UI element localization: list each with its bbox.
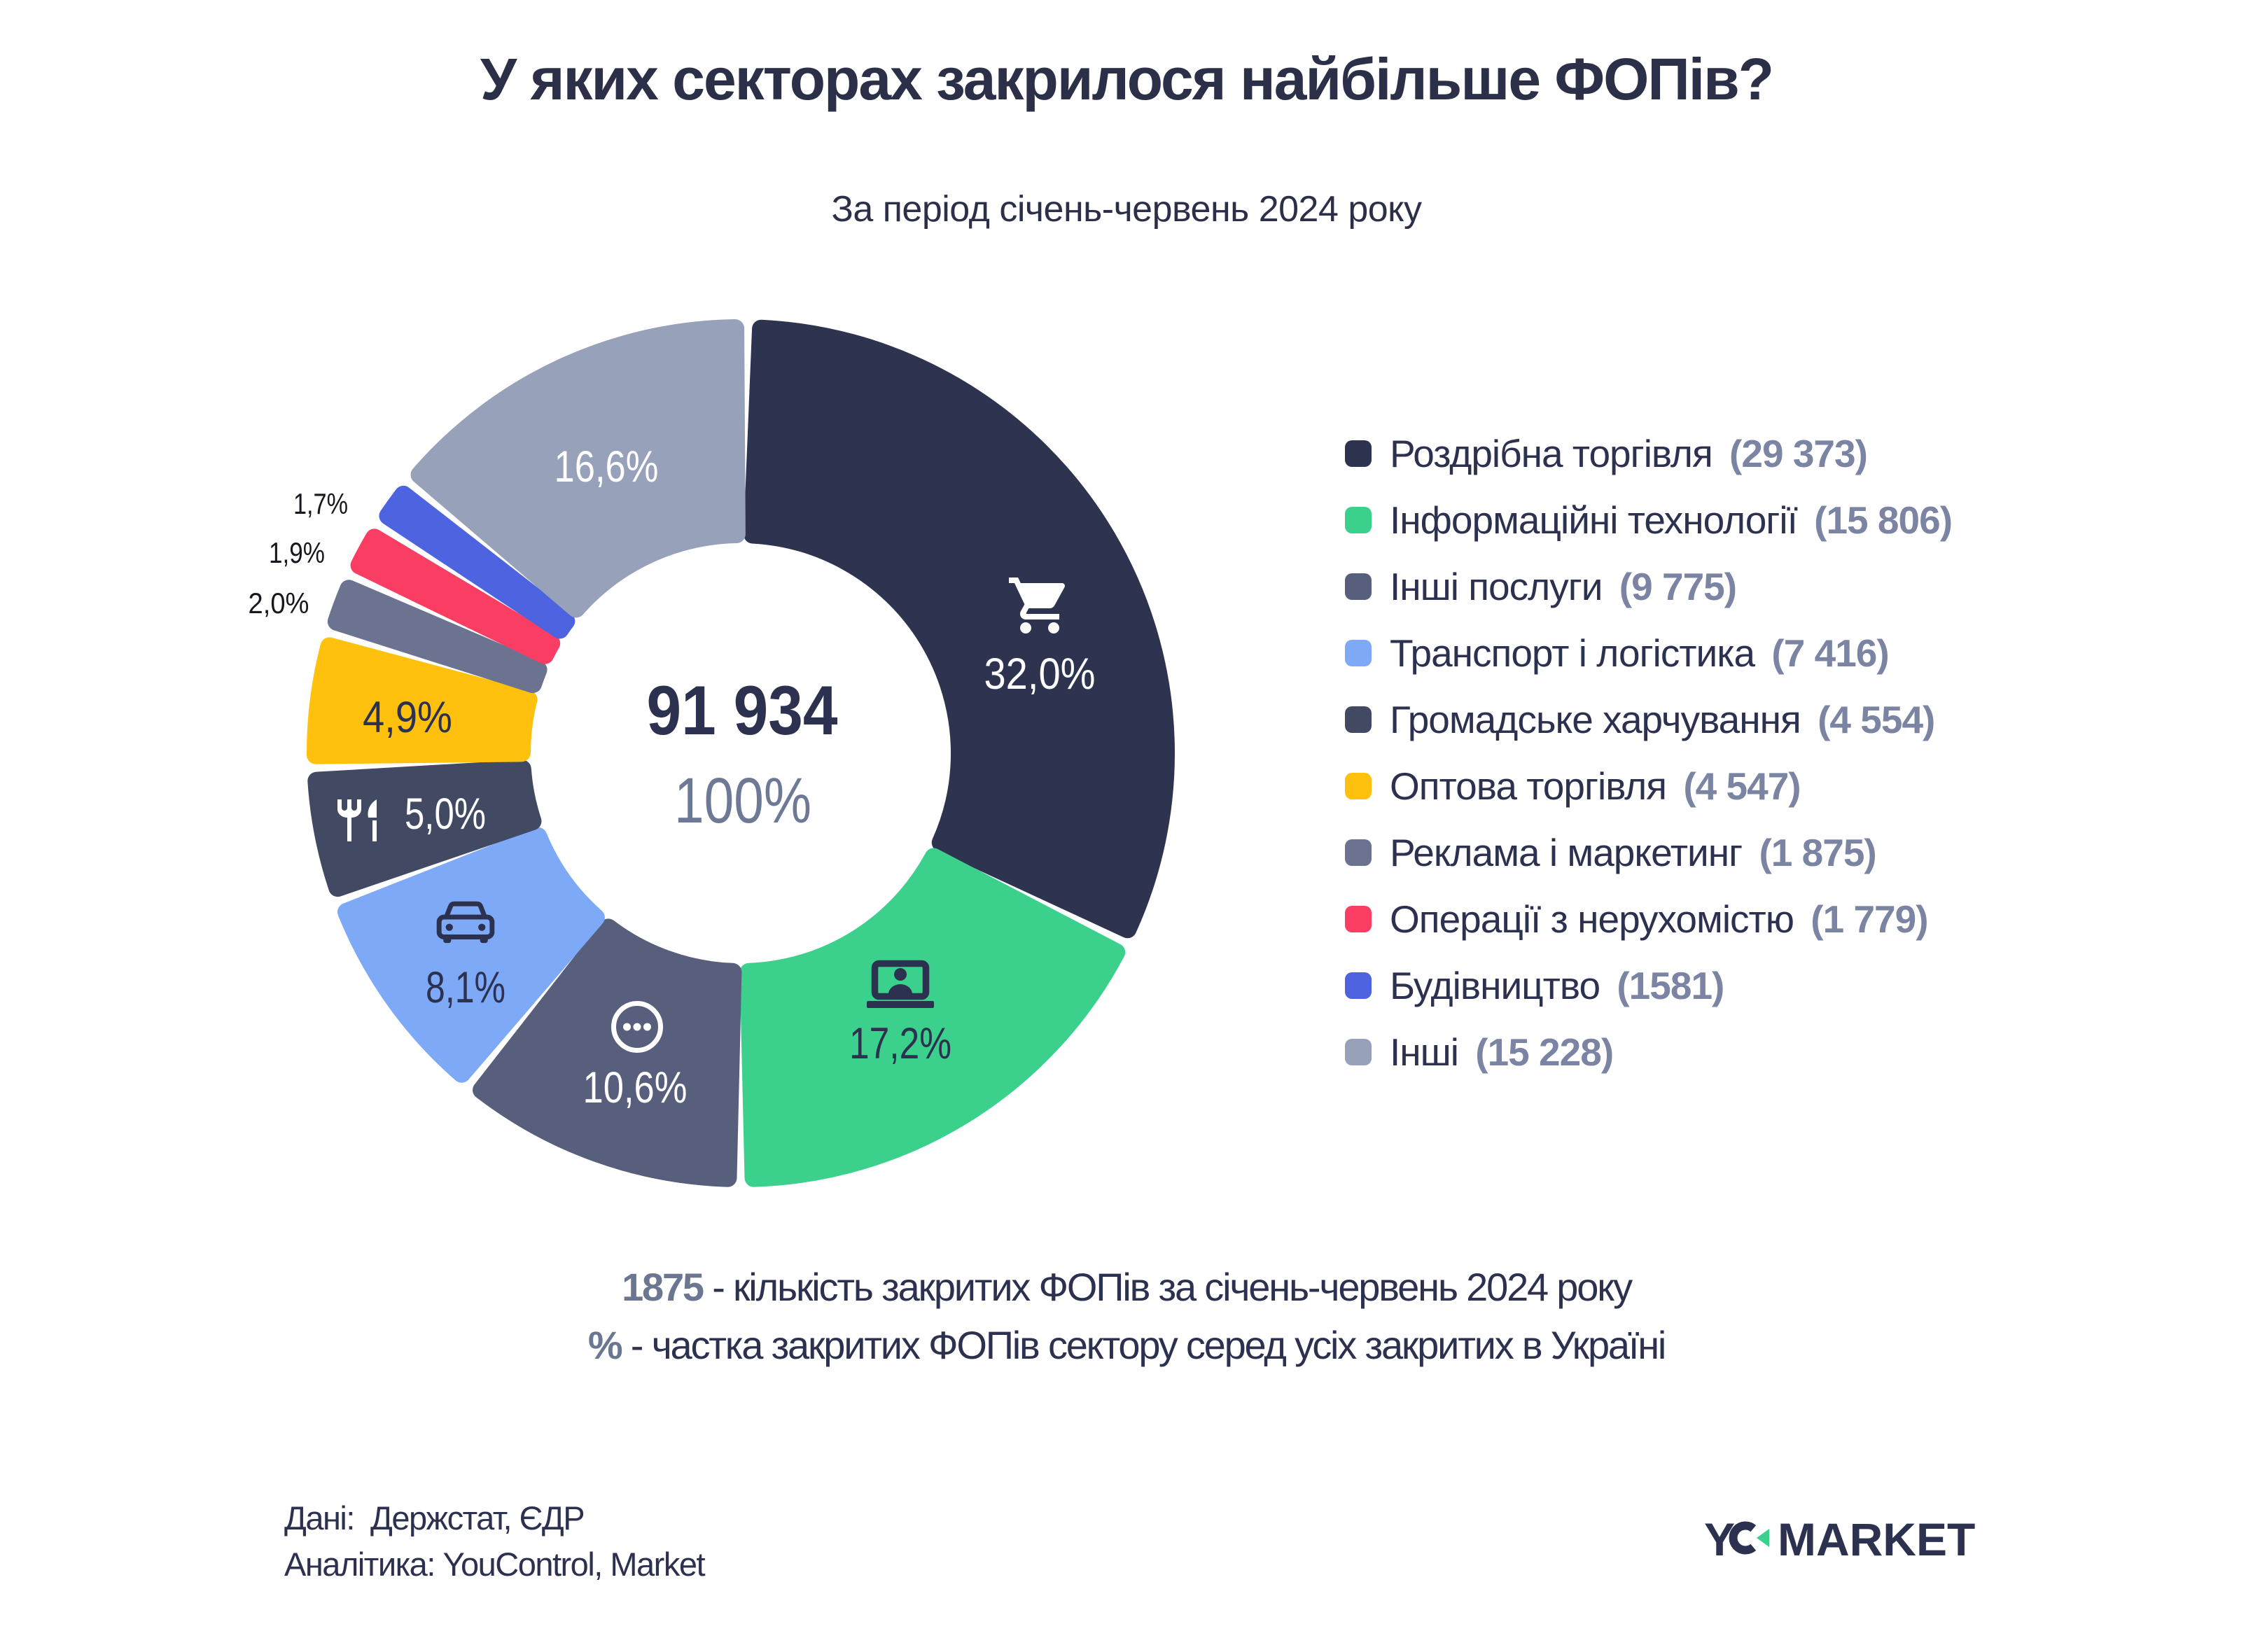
svg-text:10,6%: 10,6%: [583, 1063, 688, 1112]
svg-text:8,1%: 8,1%: [426, 963, 505, 1012]
svg-text:91 934: 91 934: [647, 671, 838, 749]
svg-text:5,0%: 5,0%: [405, 790, 486, 839]
svg-text:1,9%: 1,9%: [269, 536, 325, 569]
svg-text:16,6%: 16,6%: [554, 442, 659, 491]
svg-text:100%: 100%: [674, 765, 811, 836]
svg-text:32,0%: 32,0%: [984, 650, 1096, 699]
svg-text:4,9%: 4,9%: [363, 693, 452, 742]
svg-text:2,0%: 2,0%: [249, 587, 309, 620]
svg-text:17,2%: 17,2%: [849, 1019, 951, 1068]
svg-text:1,7%: 1,7%: [293, 487, 348, 520]
svg-text:MARKET: MARKET: [1778, 1513, 1975, 1565]
